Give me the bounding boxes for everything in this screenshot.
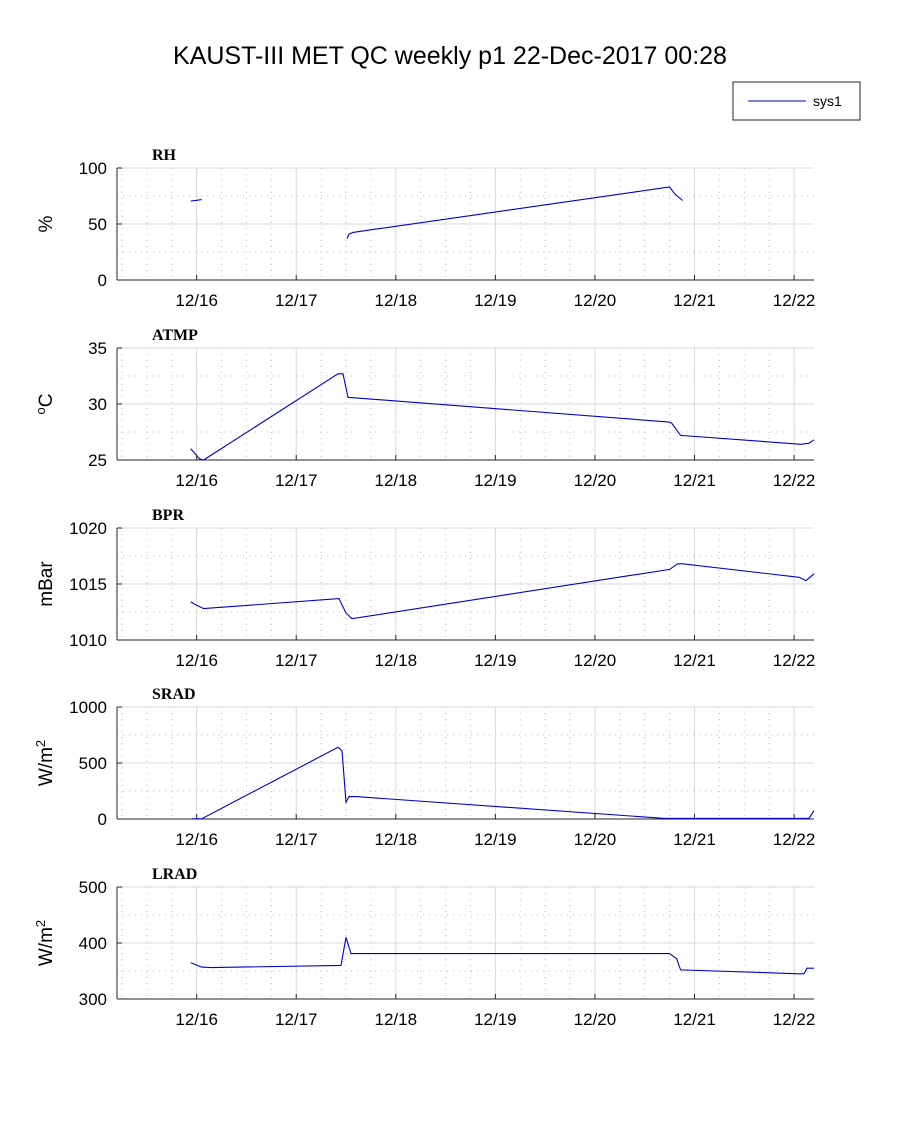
- x-tick-label: 12/19: [474, 651, 517, 670]
- x-tick-label: 12/16: [175, 471, 218, 490]
- y-tick-label: 100: [79, 159, 107, 178]
- panel-title: ATMP: [152, 327, 198, 344]
- x-tick-label: 12/20: [574, 830, 617, 849]
- y-tick-label: 0: [98, 271, 107, 290]
- x-tick-label: 12/16: [175, 291, 218, 310]
- x-tick-label: 12/20: [574, 471, 617, 490]
- y-axis-label-sup: 2: [33, 920, 48, 927]
- x-tick-label: 12/16: [175, 1010, 218, 1029]
- y-tick-label: 1020: [69, 519, 107, 538]
- figure-title: KAUST-III MET QC weekly p1 22-Dec-2017 0…: [173, 42, 727, 70]
- y-axis-label: W/m2: [33, 740, 57, 786]
- y-axis-label: %: [36, 215, 57, 232]
- x-tick-label: 12/17: [275, 1010, 318, 1029]
- series-line-sys1-segment-1: [190, 373, 815, 461]
- y-tick-label: 400: [79, 934, 107, 953]
- x-tick-label: 12/22: [773, 651, 816, 670]
- y-tick-label: 1000: [69, 698, 107, 717]
- panel-title: SRAD: [152, 686, 196, 703]
- panel-title: RH: [152, 147, 177, 164]
- x-tick-label: 12/20: [574, 651, 617, 670]
- x-tick-label: 12/19: [474, 1010, 517, 1029]
- y-tick-label: 25: [88, 451, 107, 470]
- x-tick-label: 12/19: [474, 471, 517, 490]
- x-tick-label: 12/22: [773, 1010, 816, 1029]
- x-tick-label: 12/21: [673, 291, 716, 310]
- panel-lrad: 12/16 12/17 12/18 12/19 12/20 12/21 12/22 300 40…: [33, 866, 815, 1029]
- y-tick-label: 35: [88, 339, 107, 358]
- x-tick-label: 12/18: [375, 651, 418, 670]
- x-tick-label: 12/18: [375, 471, 418, 490]
- y-tick-label: 500: [79, 878, 107, 897]
- y-axis-label-sup: 2: [33, 740, 48, 747]
- y-tick-label: 500: [79, 754, 107, 773]
- y-axis-label: mBar: [36, 561, 57, 607]
- series-line-sys1-segment-1: [191, 746, 815, 820]
- x-tick-label: 12/22: [773, 471, 816, 490]
- x-tick-label: 12/19: [474, 291, 517, 310]
- y-axis-label-base: W/m: [36, 747, 57, 786]
- x-tick-label: 12/22: [773, 830, 816, 849]
- y-axis-label: oC: [33, 394, 57, 415]
- y-tick-label: 0: [98, 810, 107, 829]
- y-tick-label: 30: [88, 395, 107, 414]
- legend-label-sys1: sys1: [813, 93, 842, 109]
- x-tick-label: 12/21: [673, 1010, 716, 1029]
- x-tick-label: 12/21: [673, 830, 716, 849]
- x-tick-label: 12/17: [275, 471, 318, 490]
- panel-title: BPR: [152, 507, 184, 524]
- y-tick-label: 1010: [69, 631, 107, 650]
- x-tick-label: 12/17: [275, 291, 318, 310]
- y-axis-label-base: C: [36, 394, 57, 408]
- x-tick-label: 12/21: [673, 471, 716, 490]
- panel-srad: 12/16 12/17 12/18 12/19 12/20 12/21 12/22 0 500 1…: [33, 686, 815, 849]
- x-tick-label: 12/20: [574, 1010, 617, 1029]
- series-line-sys1-segment-1: [190, 937, 814, 975]
- legend: sys1: [732, 81, 861, 121]
- panel-atmp: 12/16 12/17 12/18 12/19 12/20 12/21 12/22 25 30 3…: [33, 327, 815, 490]
- y-tick-label: 300: [79, 990, 107, 1009]
- panel-bpr: 12/16 12/17 12/18 12/19 12/20 12/21 12/22 1010 1…: [36, 507, 815, 670]
- x-tick-label: 12/20: [574, 291, 617, 310]
- y-tick-label: 50: [88, 215, 107, 234]
- x-tick-label: 12/19: [474, 830, 517, 849]
- y-axis-label-sup: o: [33, 407, 48, 414]
- panel-title: LRAD: [152, 866, 197, 883]
- series-line-sys1-segment-2: [346, 186, 683, 239]
- x-tick-label: 12/22: [773, 291, 816, 310]
- panel-rh: 12/16 12/17 12/18 12/19 12/20 12/21 12/22 0 50 10…: [36, 147, 815, 310]
- series-line-sys1-segment-1: [190, 563, 815, 620]
- x-tick-label: 12/18: [375, 830, 418, 849]
- series-line-sys1-segment-1: [190, 199, 202, 202]
- y-axis-label: W/m2: [33, 920, 57, 966]
- x-tick-label: 12/18: [375, 291, 418, 310]
- x-tick-label: 12/16: [175, 830, 218, 849]
- y-axis-label-base: W/m: [36, 927, 57, 966]
- x-tick-label: 12/17: [275, 830, 318, 849]
- y-tick-label: 1015: [69, 575, 107, 594]
- panels: 12/16 12/17 12/18 12/19 12/20 12/21 12/22 0 50 10…: [33, 147, 815, 1029]
- x-tick-label: 12/18: [375, 1010, 418, 1029]
- x-tick-label: 12/17: [275, 651, 318, 670]
- x-tick-label: 12/16: [175, 651, 218, 670]
- x-tick-label: 12/21: [673, 651, 716, 670]
